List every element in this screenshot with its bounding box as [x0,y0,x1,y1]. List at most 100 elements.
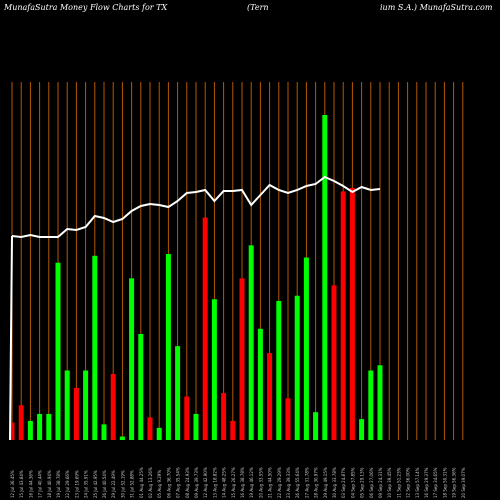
bar [230,420,236,440]
bar [193,413,199,440]
x-tick-label: 02 Aug 13.26% [148,467,153,498]
x-tick-label: 13 Sep 57.14% [415,467,420,498]
x-tick-label: 18 Sep 50.31% [442,467,447,498]
bar [83,370,89,440]
bar [18,405,24,440]
x-tick-label: 22 Aug 29.29% [277,467,282,498]
bar [184,396,190,440]
x-tick-label: 22 Jul 29.66% [65,470,70,498]
bar [175,346,181,440]
x-tick-label: 13 Aug 18.82% [212,467,217,498]
bar [147,417,153,440]
bar [92,255,98,440]
bar [313,412,319,440]
price-line-path [11,175,381,239]
x-tick-label: 20 Sep 39.07% [461,467,466,498]
x-tick-label: 27 Aug 31.78% [304,467,309,498]
x-tick-label: 20 Aug 33.55% [258,467,263,498]
x-tick-label: 12 Jul 36.45% [10,470,15,498]
x-tick-label: 11 Sep 51.23% [396,467,401,498]
bar [359,419,365,440]
x-tick-label: 19 Aug 46.12% [249,467,254,498]
bar [165,254,171,440]
x-tick-label: 12 Aug 42.90% [203,467,208,498]
bars [9,115,383,440]
x-tick-labels: 12 Jul 36.45% 15 Jul 43.84% 16 Jul 44.36% 1… [10,467,466,498]
x-tick-label: 18 Jul 40.94% [47,470,52,498]
x-tick-label: 26 Aug 55.64% [295,467,300,498]
bar [377,365,383,440]
bar [101,424,107,440]
bar [138,333,144,440]
x-tick-label: 29 Aug 49.15% [323,467,328,498]
bar [37,413,43,440]
x-tick-label: 23 Aug 39.33% [286,467,291,498]
x-tick-label: 21 Aug 44.50% [268,467,273,498]
x-tick-label: 09 Sep 24.31% [378,467,383,498]
x-tick-label: 06 Aug 36.70% [166,467,171,498]
x-tick-label: 25 Jul 42.95% [93,470,98,498]
bar [276,300,282,440]
x-tick-label: 19 Jul 38.78% [56,470,61,498]
x-tick-label: 17 Jul 40.44% [38,470,43,498]
x-tick-label: 15 Jul 43.84% [19,470,24,498]
x-tick-label: 12 Sep 36.00% [406,467,411,498]
bar [211,299,217,440]
x-tick-label: 30 Jul 52.19% [120,470,125,498]
x-tick-label: 10 Sep 39.45% [387,467,392,498]
bar [110,373,116,440]
price-line [9,175,381,441]
bar [248,245,254,440]
x-tick-label: 17 Sep 34.65% [433,467,438,498]
x-tick-label: 28 Aug 30.97% [314,467,319,498]
x-tick-label: 26 Jul 40.54% [102,470,107,498]
bar [303,257,309,440]
x-tick-label: 23 Jul 19.69% [74,470,79,498]
x-tick-label: 05 Aug 9.29% [157,470,162,498]
grid-lines [11,82,464,440]
x-tick-label: 14 Aug 48.25% [222,467,227,498]
bar [73,387,79,440]
bar [239,278,245,440]
bar [257,328,263,440]
bar [285,398,291,440]
x-tick-label: 29 Jul 22.49% [111,470,116,498]
x-tick-label: 30 Aug 33.78% [332,467,337,498]
bar [27,420,33,440]
bar [119,436,125,440]
chart-title-middle: (Tern [247,3,269,12]
bar [349,187,355,440]
bar [331,285,337,440]
price-line-start [9,235,13,441]
x-tick-label: 01 Aug 44.25% [139,467,144,498]
bar [221,393,227,440]
bar [202,217,208,440]
x-tick-label: 24 Jul 35.91% [84,470,89,498]
x-tick-label: 19 Sep 56.36% [452,467,457,498]
x-tick-label: 16 Aug 38.78% [240,467,245,498]
bar [9,422,15,440]
chart-title-right: ium S.A.) MunafaSutra.com [380,3,493,12]
bar [46,413,52,440]
x-tick-label: 09 Aug 39.73% [194,467,199,498]
x-tick-label: 04 Sep 37.85% [350,467,355,498]
x-tick-label: 31 Jul 52.88% [130,470,135,498]
x-tick-label: 08 Aug 24.93% [185,467,190,498]
x-tick-label: 05 Sep 29.13% [360,467,365,498]
x-tick-label: 03 Sep 24.87% [341,467,346,498]
bar [340,191,346,440]
x-tick-label: 15 Aug 26.27% [231,467,236,498]
x-tick-label: 16 Sep 29.37% [424,467,429,498]
bar [55,262,61,440]
bar [267,353,273,440]
bar [156,427,162,440]
chart-title-left: MunafaSutra Money Flow Charts for TX [4,3,168,12]
x-tick-label: 16 Jul 44.36% [28,470,33,498]
x-tick-label: 07 Aug 35.54% [176,467,181,498]
bar [322,115,328,440]
x-tick-label: 06 Sep 27.06% [369,467,374,498]
bar [294,295,300,440]
bar [129,278,135,440]
bar [368,370,374,440]
